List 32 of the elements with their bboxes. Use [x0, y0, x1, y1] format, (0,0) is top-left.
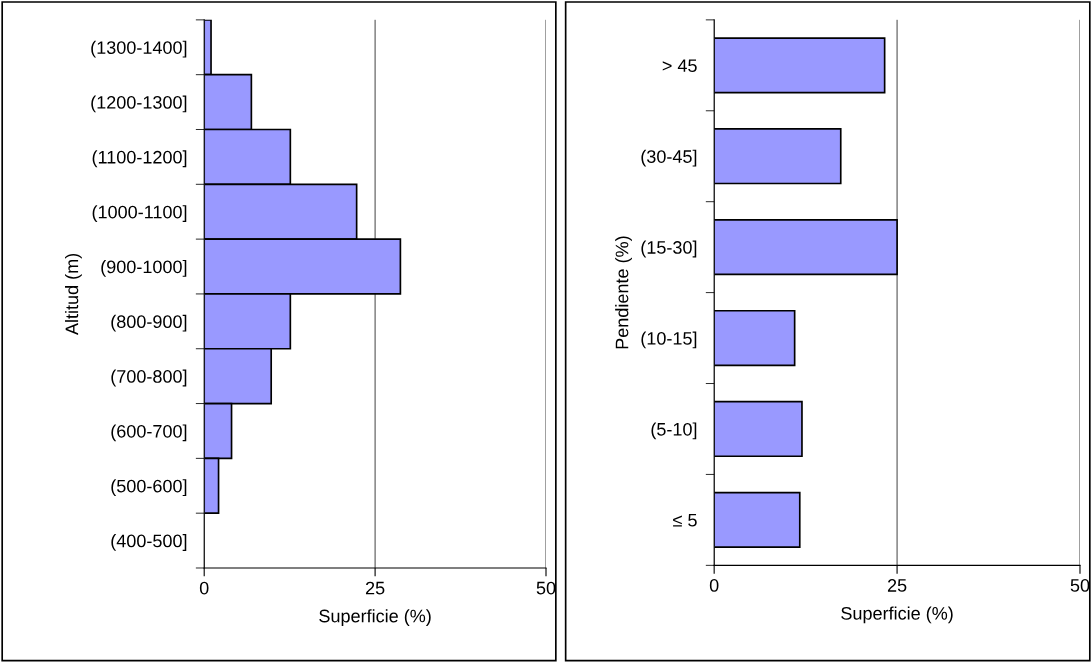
y-tick-label: ≤ 5 — [673, 514, 697, 527]
y-tick-label: (800-900] — [111, 314, 187, 332]
x-tick-label: 50 — [536, 581, 556, 595]
bar — [714, 219, 898, 276]
x-tick-label: 50 — [1070, 579, 1090, 592]
y-tick-label: (700-800] — [111, 369, 187, 387]
bar — [714, 37, 886, 94]
y-tick-label: (1100-1200] — [92, 150, 187, 168]
x-axis-title: Superficie (%) — [319, 609, 431, 626]
y-tick-label: (1200-1300] — [91, 95, 187, 113]
bar — [714, 309, 796, 367]
bar — [714, 128, 842, 185]
bar — [714, 400, 803, 458]
y-axis-title: Pendiente (%) — [615, 236, 632, 349]
x-tick-label: 0 — [709, 579, 719, 592]
x-tick-label: 25 — [887, 579, 907, 592]
y-tick-label: > 45 — [662, 59, 697, 73]
x-axis-title: Superficie (%) — [841, 606, 953, 624]
y-axis-title: Altitud (m) — [65, 253, 82, 336]
x-tick-label: 0 — [199, 581, 209, 595]
y-tick-label: (1300-1400] — [91, 40, 187, 58]
y-tick-label: (10-15] — [641, 331, 697, 349]
x-tick-label: 25 — [365, 581, 385, 595]
y-tick-label: (600-700] — [111, 424, 187, 442]
y-tick-label: (1000-1100] — [92, 205, 187, 222]
y-tick-label: (30-45] — [641, 149, 697, 167]
y-tick-label: (400-500] — [111, 534, 187, 551]
y-tick-label: (900-1000] — [101, 259, 187, 277]
y-tick-label: (15-30] — [641, 240, 697, 258]
bar — [714, 491, 801, 549]
y-tick-label: (5-10] — [651, 422, 697, 440]
y-tick-label: (500-600] — [111, 479, 187, 497]
